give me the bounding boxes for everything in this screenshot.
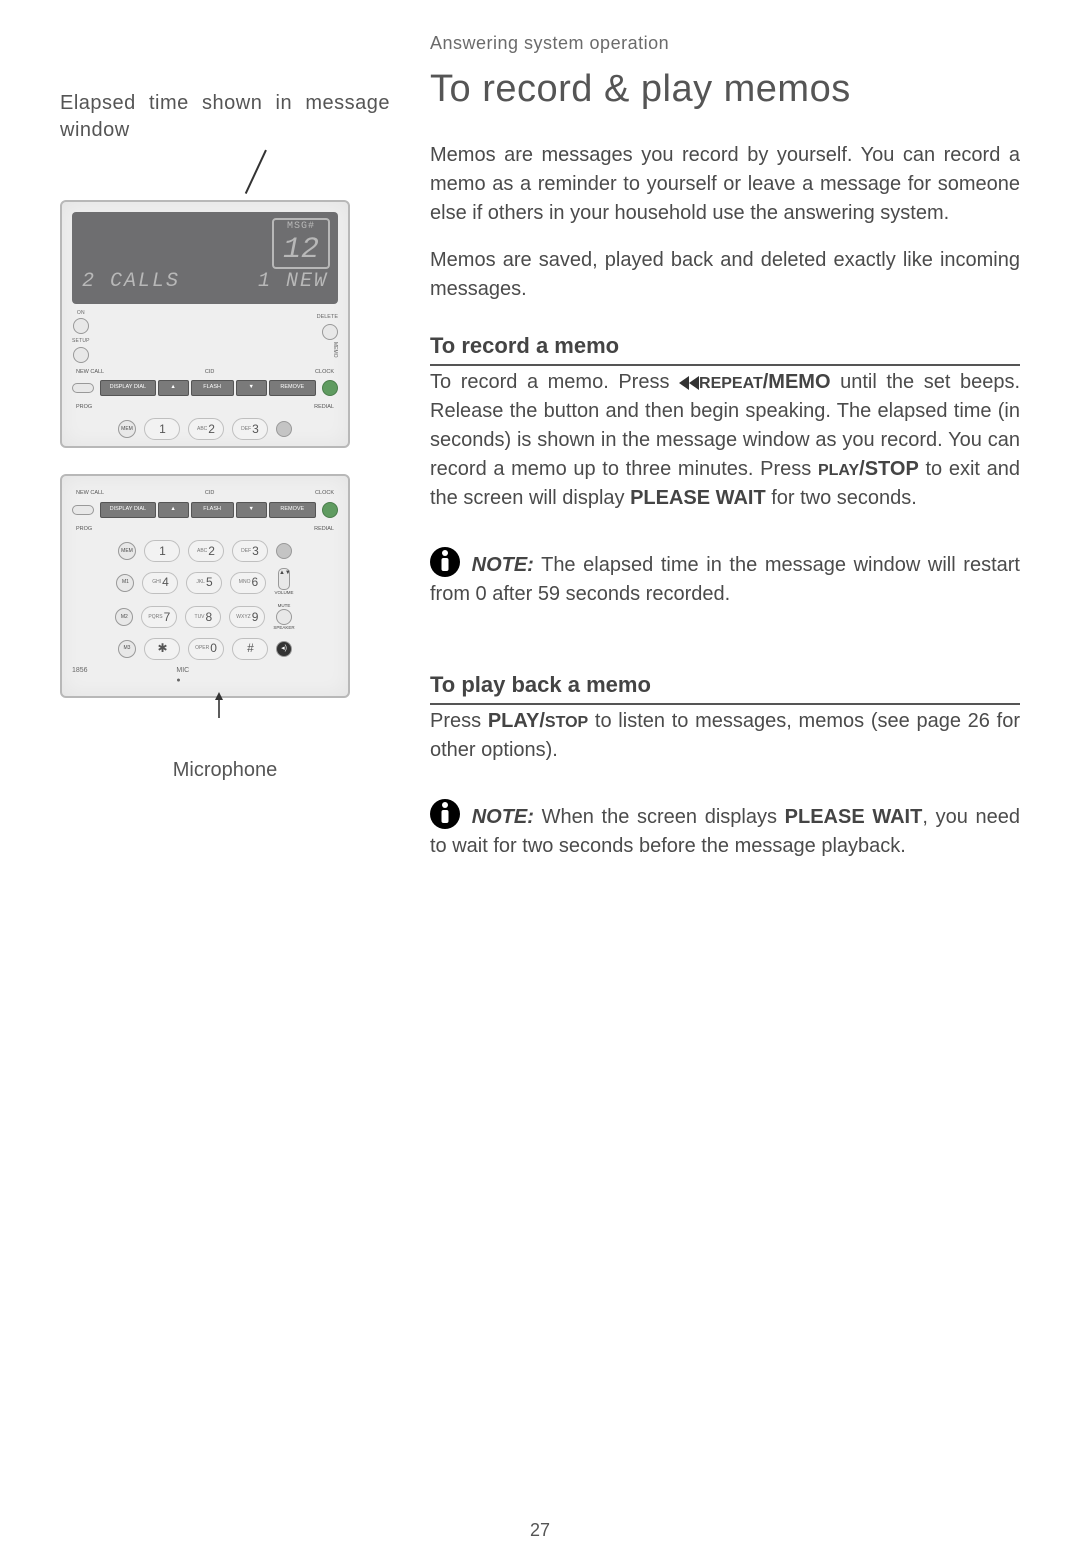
- setup-button: [73, 347, 89, 363]
- device-upper-figure: MSG# 12 2 CALLS 1 NEW ON SETUP DELETE: [60, 200, 350, 448]
- on-button: [73, 318, 89, 334]
- label-newcall-2: NEW CALL: [76, 490, 104, 498]
- m2-button: M2: [115, 608, 133, 626]
- page-title: To record & play memos: [430, 62, 1020, 117]
- callout-pointer: [60, 150, 390, 200]
- device-lower-figure: NEW CALL CID CLOCK DISPLAY DIAL ▲ FLASH …: [60, 474, 350, 698]
- mem-button-2: MEM: [118, 542, 136, 560]
- m1-button: M1: [116, 574, 134, 592]
- heading-record-memo: To record a memo: [430, 330, 1020, 366]
- note-elapsed-restart: NOTE: The elapsed time in the message wi…: [430, 547, 1020, 609]
- mic-pointer: [60, 698, 390, 724]
- label-prog-2: PROG: [76, 526, 92, 534]
- label-prog: PROG: [76, 404, 92, 412]
- nav-down: ▼: [236, 380, 267, 396]
- speaker-button: ◂): [276, 641, 292, 657]
- key-6: MNO6: [230, 572, 266, 594]
- key-4: GHI4: [142, 572, 178, 594]
- redial-button-2: [276, 543, 292, 559]
- label-delete: DELETE: [317, 314, 338, 322]
- page-number: 27: [530, 1517, 550, 1543]
- label-cid-2: CID: [205, 490, 214, 498]
- clock-led: [322, 380, 338, 396]
- caption-microphone: Microphone: [60, 756, 390, 785]
- nav-display-2: DISPLAY DIAL: [100, 502, 156, 518]
- intro-paragraph-2: Memos are saved, played back and deleted…: [430, 246, 1020, 304]
- nav-up: ▲: [158, 380, 189, 396]
- key-1b: 1: [144, 540, 180, 562]
- label-redial-2: REDIAL: [314, 526, 334, 534]
- nav-strip: DISPLAY DIAL ▲ FLASH ▼ REMOVE: [100, 380, 316, 396]
- key-star: ✱: [144, 638, 180, 660]
- label-cid: CID: [205, 369, 214, 377]
- key-0: OPER0: [188, 638, 224, 660]
- nav-display: DISPLAY DIAL: [100, 380, 156, 396]
- heading-playback-memo: To play back a memo: [430, 669, 1020, 705]
- label-speaker: SPEAKER: [273, 625, 294, 632]
- note-please-wait: NOTE: When the screen displays PLEASE WA…: [430, 799, 1020, 861]
- mute-button: [276, 609, 292, 625]
- key-hash: #: [232, 638, 268, 660]
- key-1: 1: [144, 418, 180, 440]
- label-volume: VOLUME: [274, 590, 293, 597]
- lcd-status-line: 2 CALLS 1 NEW: [82, 267, 328, 296]
- nav-flash-2: FLASH: [191, 502, 234, 518]
- record-memo-paragraph: To record a memo. Press REPEAT/MEMO unti…: [430, 368, 1020, 513]
- label-redial: REDIAL: [314, 404, 334, 412]
- key-2: ABC2: [188, 418, 224, 440]
- label-setup: SETUP: [72, 338, 90, 345]
- m3-button: M3: [118, 640, 136, 658]
- lcd-display: MSG# 12 2 CALLS 1 NEW: [72, 212, 338, 304]
- info-icon: [430, 799, 460, 829]
- nav-flash: FLASH: [191, 380, 234, 396]
- nav-strip-2: DISPLAY DIAL ▲ FLASH ▼ REMOVE: [100, 502, 316, 518]
- label-newcall: NEW CALL: [76, 369, 104, 377]
- key-9: WXYZ9: [229, 606, 265, 628]
- label-memo: MEMO: [331, 342, 338, 358]
- redial-button: [276, 421, 292, 437]
- msg-counter-box: MSG# 12: [272, 218, 330, 269]
- delete-button: [322, 324, 338, 340]
- key-8: TUV8: [185, 606, 221, 628]
- clock-led-2: [322, 502, 338, 518]
- model-number: 1856: [72, 666, 88, 686]
- newcall-button-2: [72, 505, 94, 515]
- label-clock: CLOCK: [315, 369, 334, 377]
- key-2b: ABC2: [188, 540, 224, 562]
- key-3: DEF3: [232, 418, 268, 440]
- newcall-button: [72, 383, 94, 393]
- label-clock-2: CLOCK: [315, 490, 334, 498]
- text-column: Answering system operation To record & p…: [430, 30, 1020, 861]
- rewind-icon: [679, 376, 699, 390]
- nav-remove-2: REMOVE: [269, 502, 316, 518]
- nav-remove: REMOVE: [269, 380, 316, 396]
- lcd-new: 1 NEW: [258, 267, 328, 296]
- caption-elapsed-time: Elapsed time shown in message window: [60, 90, 390, 144]
- mem-button: MEM: [118, 420, 136, 438]
- nav-up-2: ▲: [158, 502, 189, 518]
- info-icon: [430, 547, 460, 577]
- key-7: PQRS7: [141, 606, 177, 628]
- key-5: JKL5: [186, 572, 222, 594]
- label-on: ON: [77, 310, 85, 317]
- nav-down-2: ▼: [236, 502, 267, 518]
- intro-paragraph-1: Memos are messages you record by yoursel…: [430, 141, 1020, 228]
- playback-paragraph: Press PLAY/STOP to listen to messages, m…: [430, 707, 1020, 765]
- lcd-calls: 2 CALLS: [82, 267, 180, 296]
- volume-rocker: ▲▼: [278, 568, 290, 590]
- msg-number: 12: [276, 235, 326, 265]
- key-3b: DEF3: [232, 540, 268, 562]
- figure-column: Elapsed time shown in message window MSG…: [60, 30, 390, 861]
- section-label: Answering system operation: [430, 30, 1020, 56]
